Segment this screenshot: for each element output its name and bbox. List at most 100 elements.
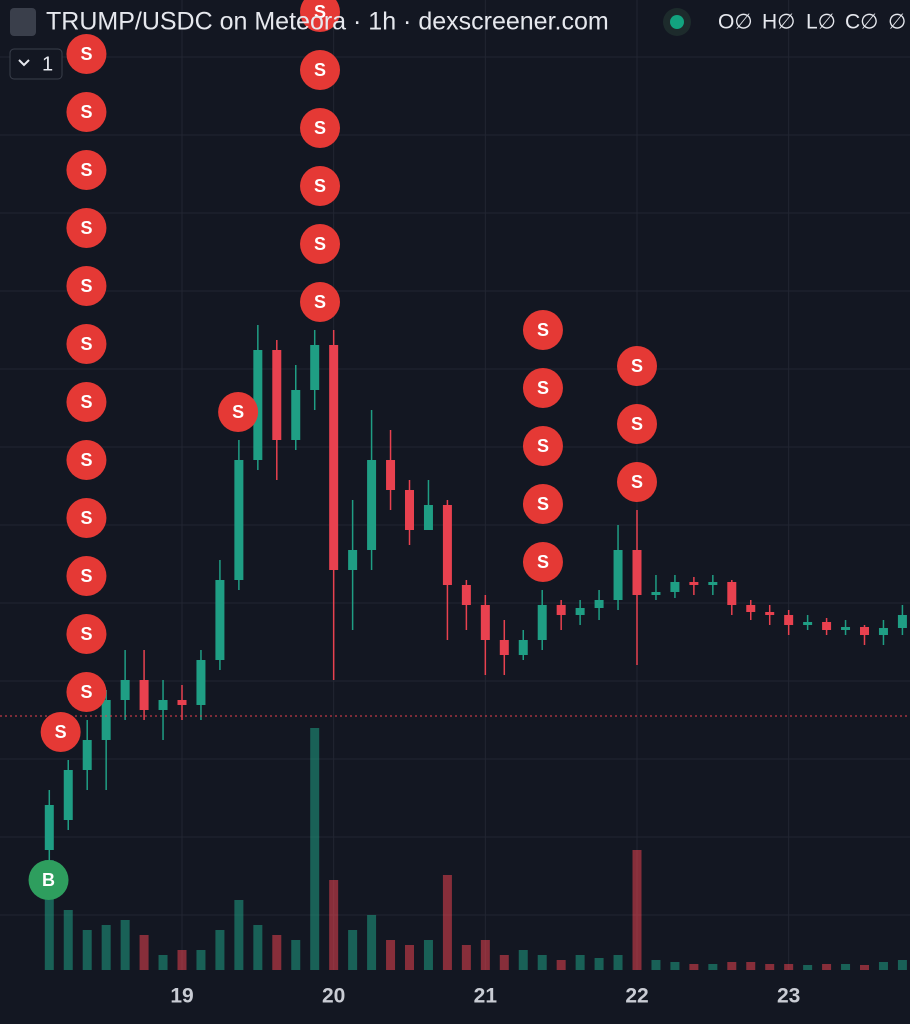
candle-body xyxy=(480,605,490,640)
candle-body xyxy=(177,700,187,705)
chevron xyxy=(18,59,30,67)
marker-circle xyxy=(300,282,341,322)
trade-marker: S xyxy=(66,208,107,248)
marker-circle xyxy=(300,50,341,90)
candle-body xyxy=(708,582,718,585)
candle-body xyxy=(613,550,623,600)
trade-marker: S xyxy=(522,368,563,408)
volume-bar xyxy=(215,930,225,970)
marker-circle xyxy=(66,150,107,190)
marker-circle xyxy=(66,208,107,248)
candle-body xyxy=(727,582,737,605)
marker-label: S xyxy=(80,102,92,122)
trade-marker: S xyxy=(218,392,259,432)
volume-bar xyxy=(234,900,244,970)
volume-bar xyxy=(651,960,661,970)
volume-bar xyxy=(499,955,509,970)
marker-circle xyxy=(522,368,563,408)
selector-value[interactable]: 1 xyxy=(42,53,53,75)
marker-label: S xyxy=(537,494,549,514)
candle-body xyxy=(234,460,244,580)
volume-bar xyxy=(386,940,396,970)
volume-bar xyxy=(158,955,168,970)
volume-bar xyxy=(63,910,73,970)
candle-body xyxy=(651,592,661,595)
volume-bar xyxy=(139,935,149,970)
marker-label: S xyxy=(80,508,92,528)
x-tick-label: 20 xyxy=(322,985,345,1008)
marker-circle xyxy=(28,860,69,900)
volume-bar xyxy=(480,940,490,970)
candle-body xyxy=(746,605,756,612)
marker-circle xyxy=(617,462,657,502)
candle-body xyxy=(329,345,339,570)
candle-body xyxy=(841,627,851,630)
volume-bar xyxy=(272,935,282,970)
candle-body xyxy=(594,600,604,608)
trade-marker: B xyxy=(28,860,69,900)
candle-body xyxy=(348,550,358,570)
marker-label: S xyxy=(80,334,92,354)
trade-marker: S xyxy=(66,440,107,480)
volume-bar xyxy=(253,925,263,970)
volume-bar xyxy=(120,920,130,970)
x-tick-label: 19 xyxy=(170,985,193,1008)
candle-body xyxy=(878,628,888,635)
candle-body xyxy=(822,622,832,630)
marker-label: S xyxy=(537,436,549,456)
trade-marker: S xyxy=(66,614,107,654)
ohlc-label: ∅ xyxy=(888,11,906,34)
marker-circle xyxy=(66,266,107,306)
trade-marker: S xyxy=(300,108,341,148)
volume-bar xyxy=(727,962,737,970)
volume-bar xyxy=(708,964,718,970)
candle-body xyxy=(82,740,92,770)
volume-bar xyxy=(405,945,414,970)
series-selector[interactable]: 1 xyxy=(9,48,63,80)
marker-label: S xyxy=(80,682,92,702)
candle-body xyxy=(537,605,547,640)
trade-marker: S xyxy=(617,462,657,502)
candle-body xyxy=(63,770,73,820)
trade-marker: S xyxy=(522,310,563,350)
selector-box[interactable] xyxy=(9,48,63,80)
x-tick-label: 21 xyxy=(474,985,498,1008)
marker-label: S xyxy=(537,552,549,572)
candle-body xyxy=(803,622,813,625)
status-dot xyxy=(670,15,684,29)
trade-marker: S xyxy=(617,346,657,386)
volume-bar xyxy=(82,930,92,970)
volume-bar xyxy=(556,960,566,970)
marker-circle xyxy=(300,0,341,32)
marker-label: S xyxy=(55,722,67,742)
candle-body xyxy=(367,460,377,550)
marker-circle xyxy=(522,542,563,582)
volume-bar xyxy=(177,950,187,970)
volume-bar xyxy=(784,964,794,970)
marker-label: S xyxy=(80,218,92,238)
candle-body xyxy=(518,640,528,655)
candle-body xyxy=(632,550,642,595)
trade-marker: S xyxy=(617,404,657,444)
candle-body xyxy=(405,490,414,530)
volume-bar xyxy=(594,958,604,970)
candle-body xyxy=(44,805,54,850)
volume-bar xyxy=(803,965,813,970)
candle-body xyxy=(860,627,869,635)
marker-label: S xyxy=(314,60,326,80)
marker-label: S xyxy=(80,44,92,64)
trade-marker: S xyxy=(522,426,563,466)
volume-bar xyxy=(518,950,528,970)
trade-marker: S xyxy=(66,92,107,132)
marker-label: S xyxy=(631,472,643,492)
marker-circle xyxy=(66,672,107,712)
volume-bar xyxy=(537,955,547,970)
marker-circle xyxy=(66,324,107,364)
volume-bar xyxy=(367,915,377,970)
trade-marker: S xyxy=(66,266,107,306)
volume-bar xyxy=(310,728,320,970)
marker-label: S xyxy=(314,234,326,254)
volume-bar xyxy=(291,940,301,970)
